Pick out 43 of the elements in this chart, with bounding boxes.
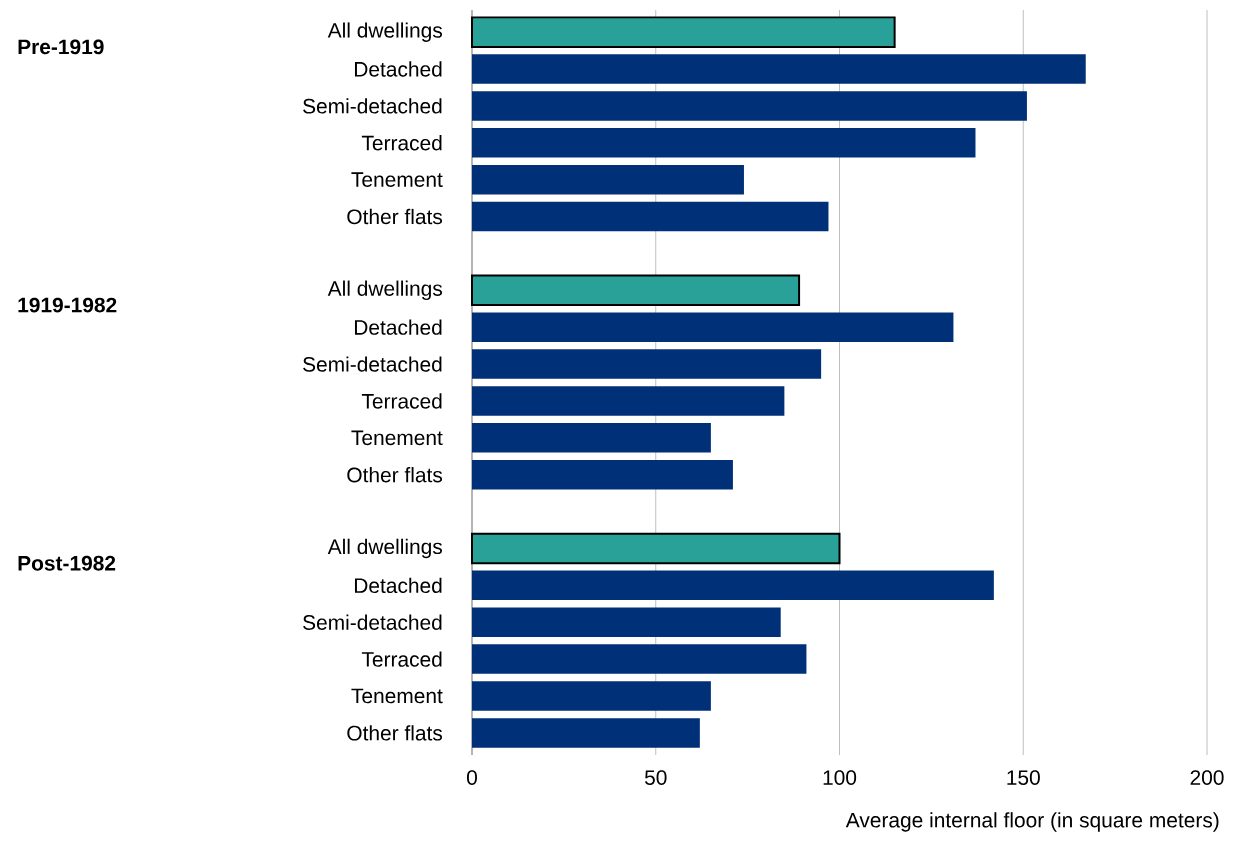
text: Pre-1919 xyxy=(18,39,104,55)
y-tick-label: Detached xyxy=(354,577,442,594)
bar xyxy=(472,386,785,416)
y-tick-label: Detached xyxy=(354,61,442,77)
y-tick-label: Tenement xyxy=(351,430,443,446)
x-tick-label: 100 xyxy=(823,770,857,785)
bar xyxy=(472,459,733,490)
y-tick-label: All dwellings xyxy=(327,538,443,559)
x-tick-label: 0 xyxy=(466,770,477,785)
x-tick-label: 150 xyxy=(1007,770,1040,785)
y-tick-label: Semi-detached xyxy=(303,614,442,630)
x-axis-title: Average internal floor (in square meters) xyxy=(845,812,1219,832)
bar xyxy=(471,16,896,48)
bar xyxy=(472,128,976,158)
text: Post-1982 xyxy=(18,555,116,571)
y-tick-label: All dwellings xyxy=(327,22,443,42)
y-tick-label: Other flats xyxy=(347,467,443,483)
y-tick-label: All dwellings xyxy=(327,280,443,301)
bar xyxy=(472,644,807,674)
bar xyxy=(472,718,700,748)
bar xyxy=(472,201,829,232)
bar xyxy=(472,91,1027,121)
x-tick-label: 50 xyxy=(644,770,667,785)
bar xyxy=(472,607,781,637)
y-tick-label: Detached xyxy=(354,319,442,335)
y-tick-label: Semi-detached xyxy=(303,356,442,372)
x-tick-label: 200 xyxy=(1190,770,1224,785)
bar xyxy=(472,349,822,379)
y-tick-label: Other flats xyxy=(347,208,443,225)
bar xyxy=(472,312,954,342)
y-tick-label: Terraced xyxy=(361,135,442,151)
text: 1919-1982 xyxy=(18,297,117,313)
bar xyxy=(472,54,1086,84)
y-tick-label: Terraced xyxy=(361,393,442,409)
bar xyxy=(472,681,711,711)
y-tick-label: Tenement xyxy=(351,688,443,704)
bar xyxy=(472,423,711,453)
y-tick-label: Other flats xyxy=(347,725,443,741)
y-tick-label: Tenement xyxy=(351,172,443,187)
y-tick-label: Semi-detached xyxy=(303,98,442,114)
bar xyxy=(472,164,744,195)
bar xyxy=(472,570,994,601)
y-tick-label: Terraced xyxy=(361,651,442,667)
